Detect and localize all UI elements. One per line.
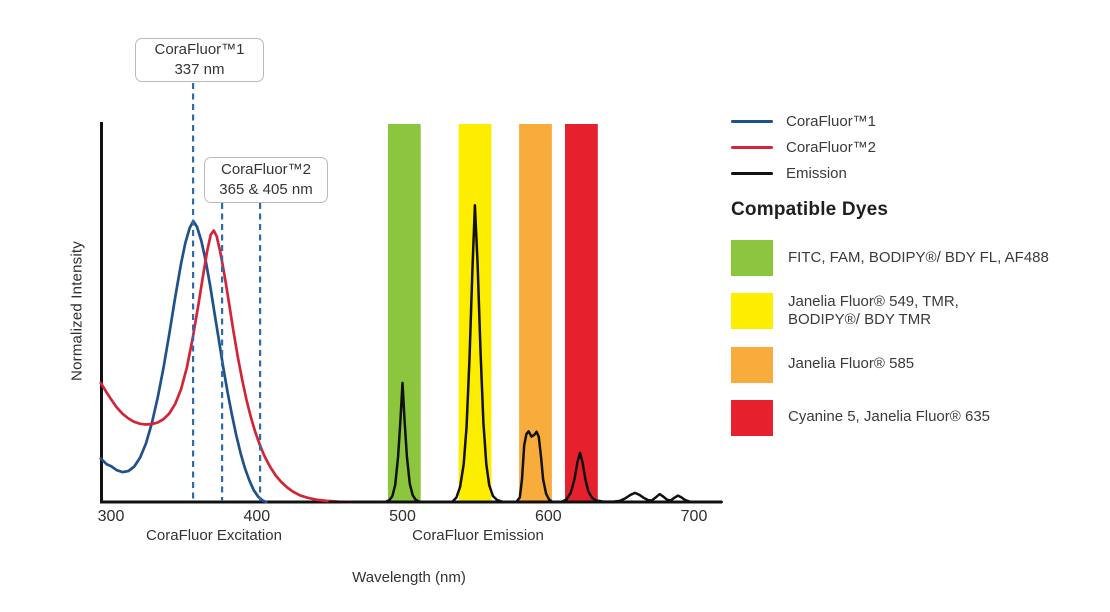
callout-corafluor2: CoraFluor™2 365 & 405 nm <box>204 157 328 203</box>
x-tick-label: 500 <box>389 508 416 525</box>
dye-item: Janelia Fluor® 585 <box>731 346 1103 383</box>
legend-line-swatch <box>731 119 773 123</box>
x-tick-label: 600 <box>535 508 562 525</box>
series-emission <box>328 204 723 504</box>
callout-corafluor2-wavelength: 365 & 405 nm <box>219 181 313 198</box>
x-tick-label: 400 <box>243 508 270 525</box>
callout-corafluor1-wavelength: 337 nm <box>174 61 225 78</box>
dye-label: Janelia Fluor® 549, TMR, BODIPY®/ BDY TMR <box>788 293 959 329</box>
legend-line-swatch <box>731 171 773 175</box>
dye-color-swatch <box>731 293 773 330</box>
x-section-label-excitation: CoraFluor Excitation <box>146 527 282 544</box>
series-corafluor-2-excitation <box>99 229 353 504</box>
legend-line-swatch <box>731 145 773 149</box>
dye-color-swatch <box>731 240 773 276</box>
right-panel: CoraFluor™1 CoraFluor™2 Emission Compatibl… <box>731 112 1103 453</box>
dye-label: FITC, FAM, BODIPY®/ BDY FL, AF488 <box>788 248 1049 266</box>
dye-item: Cyanine 5, Janelia Fluor® 635 <box>731 399 1103 436</box>
callout-corafluor1: CoraFluor™1 337 nm <box>135 38 264 82</box>
series-corafluor-1-excitation <box>99 219 268 504</box>
compatible-dyes-heading: Compatible Dyes <box>731 199 889 220</box>
y-axis-label: Normalized Intensity <box>68 241 86 381</box>
legend: CoraFluor™1 CoraFluor™2 Emission <box>731 112 1103 182</box>
legend-label: CoraFluor™1 <box>786 112 877 130</box>
x-section-label-emission: CoraFluor Emission <box>412 527 544 544</box>
legend-item: Emission <box>731 164 1103 182</box>
compatible-dyes-list: FITC, FAM, BODIPY®/ BDY FL, AF488 Janelia… <box>731 240 1103 436</box>
legend-item: CoraFluor™1 <box>731 112 1103 130</box>
dye-item: FITC, FAM, BODIPY®/ BDY FL, AF488 <box>731 240 1103 276</box>
dye-item: Janelia Fluor® 549, TMR, BODIPY®/ BDY TMR <box>731 293 1103 330</box>
legend-item: CoraFluor™2 <box>731 138 1103 156</box>
callout-corafluor1-title: CoraFluor™1 <box>154 41 245 59</box>
legend-label: CoraFluor™2 <box>786 138 877 156</box>
dye-label: Janelia Fluor® 585 <box>788 355 915 373</box>
dye-color-swatch <box>731 346 773 383</box>
callout-corafluor2-title: CoraFluor™2 <box>220 161 312 179</box>
x-axis-label: Wavelength (nm) <box>352 569 466 586</box>
x-tick-label: 300 <box>98 508 125 525</box>
band-yellow <box>458 124 492 502</box>
band-red <box>565 124 598 502</box>
band-green <box>387 124 421 502</box>
legend-label: Emission <box>786 164 847 182</box>
x-tick-label: 700 <box>681 508 708 525</box>
dye-label: Cyanine 5, Janelia Fluor® 635 <box>788 408 991 426</box>
dye-color-swatch <box>731 399 773 436</box>
